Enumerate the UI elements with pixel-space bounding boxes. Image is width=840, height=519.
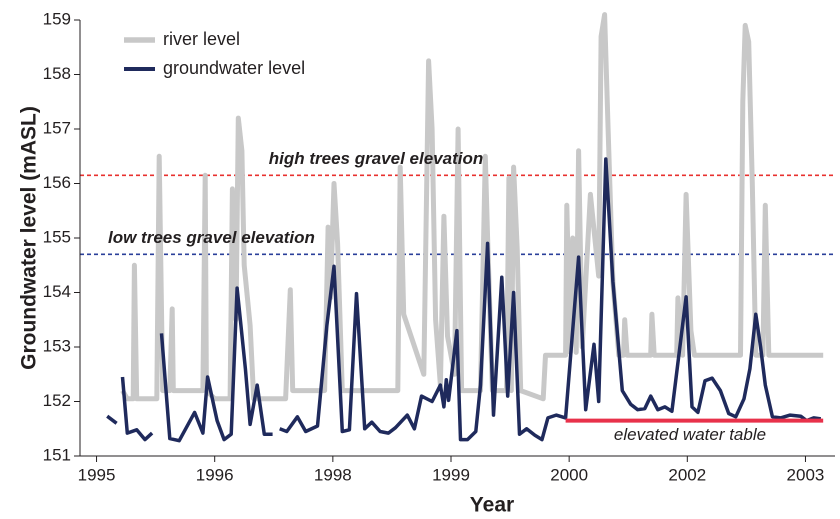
y-tick-label: 158 (43, 64, 71, 83)
y-tick-label: 156 (43, 173, 71, 192)
legend-label: groundwater level (163, 58, 305, 78)
legend-label: river level (163, 29, 240, 49)
y-tick-label: 151 (43, 445, 71, 464)
y-axis-title: Groundwater level (mASL) (18, 106, 41, 370)
annotation: low trees gravel elevation (108, 228, 315, 247)
x-axis-title: Year (470, 494, 514, 517)
y-tick-label: 152 (43, 391, 71, 410)
x-tick-label: 1998 (314, 465, 352, 484)
x-tick-label: 1999 (432, 465, 470, 484)
x-tick-label: 2000 (550, 465, 588, 484)
y-tick-label: 154 (43, 282, 71, 301)
annotation: elevated water table (614, 425, 766, 444)
y-tick-label: 155 (43, 227, 71, 246)
x-tick-label: 1996 (196, 465, 234, 484)
y-tick-label: 157 (43, 118, 71, 137)
series-line (106, 157, 822, 443)
x-tick-label: 2003 (787, 465, 825, 484)
y-tick-label: 159 (43, 9, 71, 28)
annotation: high trees gravel elevation (269, 149, 483, 168)
x-tick-label: 1995 (78, 465, 116, 484)
y-tick-label: 153 (43, 336, 71, 355)
x-tick-label: 2002 (668, 465, 706, 484)
series-line (120, 12, 824, 402)
